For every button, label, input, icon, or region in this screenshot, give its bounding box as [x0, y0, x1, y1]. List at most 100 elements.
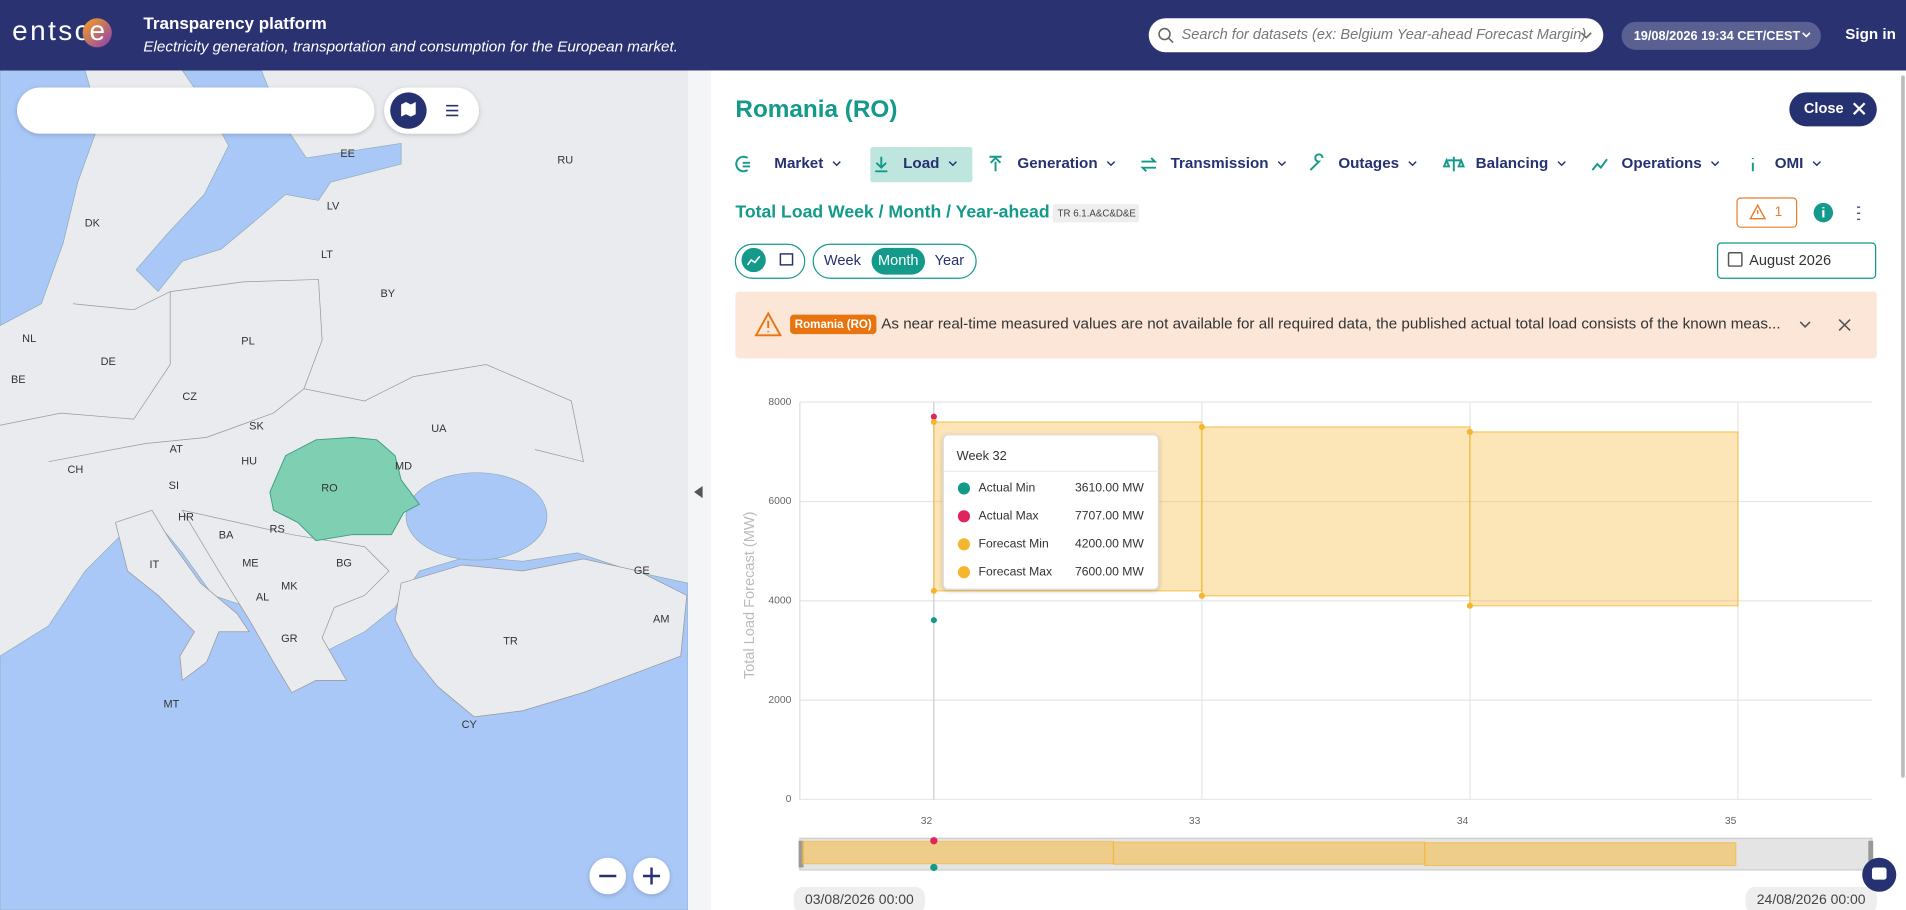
country-label[interactable]: PL: [241, 335, 254, 347]
country-label[interactable]: NL: [22, 333, 36, 345]
nav-handle[interactable]: [798, 840, 804, 868]
x-tick-label: 33: [1189, 816, 1201, 827]
country-label[interactable]: CY: [462, 719, 478, 731]
navigator-band: [1112, 841, 1426, 865]
chart-view-button[interactable]: [741, 247, 766, 273]
tooltip-title: Week 32: [957, 448, 1007, 463]
nav-icon: [1140, 157, 1158, 172]
country-label[interactable]: LT: [321, 249, 333, 261]
nav-chevron: [1106, 161, 1116, 167]
nav: Market Load Generation Transmission Outages B…: [735, 147, 1821, 183]
country-label[interactable]: HU: [241, 456, 257, 468]
country-label[interactable]: DE: [101, 356, 116, 368]
sign-in[interactable]: Sign in: [1845, 26, 1896, 43]
banner-icon: [754, 311, 783, 337]
nav-date-bg: [1745, 886, 1877, 910]
romania[interactable]: [269, 436, 421, 542]
nav-icon: [989, 155, 1002, 172]
country-label[interactable]: MK: [281, 581, 298, 593]
italy: [115, 509, 250, 682]
chat-icon: [1871, 867, 1887, 880]
country-label[interactable]: AM: [653, 614, 669, 626]
nav-icon: [875, 156, 888, 173]
country-label[interactable]: DK: [85, 217, 101, 229]
tooltip-swatch: [957, 566, 971, 579]
map-tabs: [17, 87, 375, 134]
country-label[interactable]: RO: [321, 482, 337, 494]
nav-item[interactable]: Outages: [1338, 155, 1399, 172]
nav-item[interactable]: Transmission: [1171, 155, 1269, 172]
period[interactable]: Week: [824, 253, 862, 269]
period[interactable]: Year: [935, 253, 965, 269]
country-label[interactable]: CZ: [182, 391, 197, 403]
close-button[interactable]: [1789, 92, 1877, 127]
nav-chevron: [1557, 161, 1566, 167]
search-box[interactable]: [1148, 18, 1604, 53]
nav-item[interactable]: Market: [774, 155, 823, 172]
country-label[interactable]: RU: [557, 154, 573, 166]
country-label[interactable]: GR: [281, 633, 297, 645]
country-label[interactable]: HR: [178, 511, 194, 523]
table-view-button[interactable]: [779, 253, 794, 266]
tooltip-swatch: [957, 538, 971, 551]
logo: entso: [12, 15, 93, 46]
nav-item[interactable]: Load: [903, 155, 939, 172]
country-label[interactable]: RS: [270, 524, 285, 536]
map-icon: [401, 102, 416, 117]
alerts-button[interactable]: [1736, 197, 1798, 228]
datetime-button[interactable]: [1621, 21, 1821, 50]
banner-controls[interactable]: [1799, 318, 1851, 332]
country-label[interactable]: CH: [67, 464, 83, 476]
country-label[interactable]: LV: [327, 200, 340, 212]
navigator-band: [1424, 842, 1737, 867]
banner-tag-bg: [790, 314, 877, 335]
header: [0, 0, 1906, 71]
navigator-point: [930, 863, 938, 872]
period[interactable]: Month: [878, 253, 919, 269]
country-label[interactable]: BG: [336, 558, 352, 570]
close-icon: [1852, 102, 1866, 115]
country-label[interactable]: BE: [11, 374, 26, 386]
tooltip-name: Forecast Max: [979, 564, 1053, 578]
nav-handle[interactable]: [1868, 840, 1874, 868]
search-placeholder: Search for datasets (ex: Belgium Year-ah…: [1182, 27, 1587, 43]
code-tag: [1052, 204, 1139, 223]
country-label[interactable]: UA: [431, 423, 447, 435]
point: [930, 587, 937, 594]
country-label[interactable]: MD: [395, 460, 412, 472]
country-label[interactable]: AL: [256, 592, 269, 604]
map[interactable]: [0, 70, 689, 910]
country-label[interactable]: SI: [169, 480, 179, 492]
country-label[interactable]: BA: [219, 530, 234, 542]
country-label[interactable]: BY: [380, 288, 395, 300]
country-label[interactable]: TR: [503, 635, 518, 647]
country-label[interactable]: EE: [340, 148, 355, 160]
nav-item[interactable]: OMI: [1775, 155, 1804, 172]
point: [1198, 423, 1205, 431]
nav-item[interactable]: Operations: [1622, 155, 1702, 172]
country-title: Romania (RO): [735, 96, 897, 123]
date-picker[interactable]: [1716, 242, 1877, 279]
scrollbar[interactable]: [1901, 75, 1905, 778]
country-label[interactable]: AT: [170, 443, 183, 455]
nav-item[interactable]: Generation: [1017, 155, 1097, 172]
nav-item[interactable]: Balancing: [1476, 155, 1549, 172]
tooltip-value: 7707.00 MW: [1075, 509, 1144, 523]
close-label: Close: [1804, 101, 1844, 117]
datetime: 19/08/2026 19:34 CET/CEST: [1634, 28, 1801, 43]
tooltip-swatch: [957, 510, 971, 523]
collapse-icon: [694, 485, 703, 499]
country-label[interactable]: ME: [242, 558, 258, 570]
site-title: Transparency platform: [143, 14, 326, 33]
country-label[interactable]: IT: [150, 559, 160, 571]
turkey: [394, 558, 688, 718]
country-label[interactable]: SK: [249, 420, 264, 432]
country-label[interactable]: MT: [164, 699, 180, 711]
country-label[interactable]: GE: [634, 565, 650, 577]
nav-start: 03/08/2026 00:00: [805, 891, 914, 907]
list-button[interactable]: [446, 104, 459, 117]
tooltip-box: [942, 434, 1160, 590]
dataset-code: TR 6.1.A&C&D&E: [1058, 208, 1137, 219]
nav-chevron: [948, 161, 957, 167]
